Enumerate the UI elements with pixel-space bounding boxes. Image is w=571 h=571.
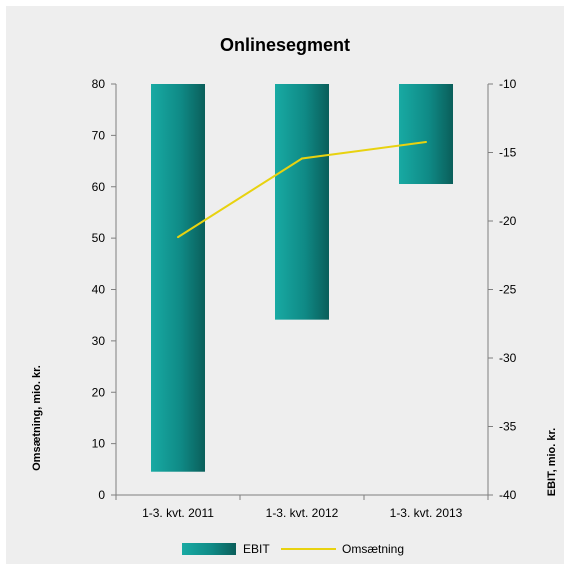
right-tick-label-5: -15 [499,146,517,160]
legend: EBIT Omsætning [182,542,404,556]
left-tick-label-7: 70 [92,128,106,142]
left-tick-label-3: 30 [92,334,106,348]
legend-ebit-label: EBIT [243,542,270,556]
ebit-bar-2 [399,84,453,185]
left-tick-label-8: 80 [92,77,106,91]
x-tick-label-2: 1-3. kvt. 2013 [390,506,463,520]
omsaetning-point-2 [425,141,427,144]
bars-layer [151,84,453,472]
omsaetning-point-1 [301,157,303,160]
right-tick-label-3: -25 [499,283,517,297]
right-tick-label-0: -40 [499,488,517,502]
left-tick-label-1: 10 [92,437,106,451]
left-tick-label-0: 0 [98,488,105,502]
x-tick-label-1: 1-3. kvt. 2012 [266,506,339,520]
ebit-bar-0 [151,84,205,472]
left-axis-title: Omsætning, mio. kr. [31,365,43,471]
right-axis-title: EBIT, mio. kr. [546,428,558,496]
ebit-bar-1 [275,84,329,320]
right-tick-label-6: -10 [499,77,517,91]
left-tick-label-2: 20 [92,385,106,399]
legend-omsaetning-label: Omsætning [342,542,404,556]
x-tick-label-0: 1-3. kvt. 2011 [142,506,214,520]
axes-layer: 0 10 20 30 40 50 60 70 80 -40 -35 -30 -25 -20 -15 -10 1-… [92,77,517,520]
chart-title: Onlinesegment [220,35,350,55]
omsaetning-point-0 [177,236,179,239]
left-tick-label-6: 60 [92,180,106,194]
right-tick-label-4: -20 [499,214,517,228]
right-tick-label-2: -30 [499,351,517,365]
left-tick-label-4: 40 [92,283,106,297]
chart-frame: Onlinesegment 0 10 20 30 40 50 60 70 80 -40 -35 -30… [6,6,564,564]
line-layer [177,141,427,239]
chart-svg: Onlinesegment 0 10 20 30 40 50 60 70 80 -40 -35 -30… [31,35,558,556]
legend-ebit-swatch [182,543,236,555]
right-tick-label-1: -35 [499,420,517,434]
left-tick-label-5: 50 [92,231,106,245]
